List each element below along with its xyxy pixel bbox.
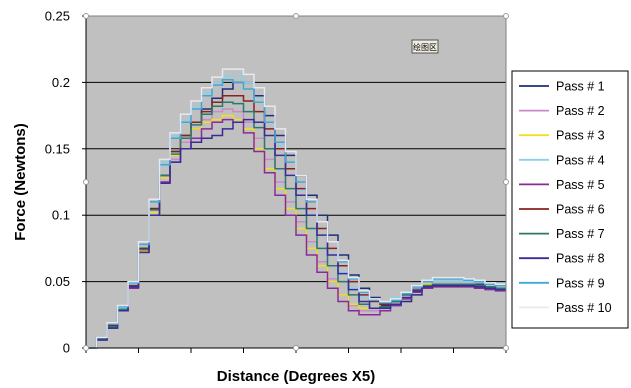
svg-text:绘图区: 绘图区 bbox=[413, 42, 437, 52]
legend-label: Pass # 3 bbox=[556, 129, 605, 143]
selection-handle bbox=[83, 345, 89, 351]
legend-box bbox=[511, 70, 629, 329]
series-line bbox=[86, 118, 506, 349]
y-tick-label: 0.15 bbox=[45, 141, 70, 156]
legend-label: Pass # 10 bbox=[556, 301, 612, 315]
selection-handle bbox=[503, 179, 509, 185]
selection-handles bbox=[83, 13, 509, 351]
y-axis-title: Force (Newtons) bbox=[12, 123, 29, 241]
selection-handle bbox=[503, 13, 509, 19]
y-tick-label: 0.05 bbox=[45, 274, 70, 289]
series-line bbox=[86, 78, 506, 349]
y-tick-label: 0.1 bbox=[52, 208, 70, 223]
plot-area bbox=[85, 15, 507, 349]
legend-label: Pass # 1 bbox=[556, 80, 605, 94]
legend-items: Pass # 1 Pass # 2 Pass # 3 Pass # 4 Pass # 5… bbox=[519, 80, 612, 315]
y-axis-tick-labels: 0 0.05 0.1 0.15 0.2 0.25 bbox=[45, 9, 70, 356]
x-axis-title: Distance (Degrees X5) bbox=[217, 368, 375, 385]
legend-label: Pass # 2 bbox=[556, 104, 605, 118]
selection-handle bbox=[293, 345, 299, 351]
series-line bbox=[86, 68, 506, 349]
legend-label: Pass # 7 bbox=[556, 227, 605, 241]
plot-annotation: 绘图区 bbox=[411, 39, 439, 54]
legend: Pass # 1 Pass # 2 Pass # 3 Pass # 4 Pass # 5… bbox=[511, 70, 629, 329]
selection-handle bbox=[83, 13, 89, 19]
selection-handle bbox=[293, 13, 299, 19]
legend-label: Pass # 6 bbox=[556, 203, 605, 217]
selection-handle bbox=[503, 345, 509, 351]
legend-label: Pass # 9 bbox=[556, 276, 605, 290]
y-tick-label: 0.25 bbox=[45, 9, 70, 24]
legend-label: Pass # 4 bbox=[556, 153, 605, 167]
legend-label: Pass # 5 bbox=[556, 178, 605, 192]
y-tick-label: 0.2 bbox=[52, 75, 70, 90]
legend-label: Pass # 8 bbox=[556, 252, 605, 266]
y-tick-label: 0 bbox=[63, 341, 70, 356]
selection-handle bbox=[83, 179, 89, 185]
series-lines bbox=[86, 68, 506, 349]
